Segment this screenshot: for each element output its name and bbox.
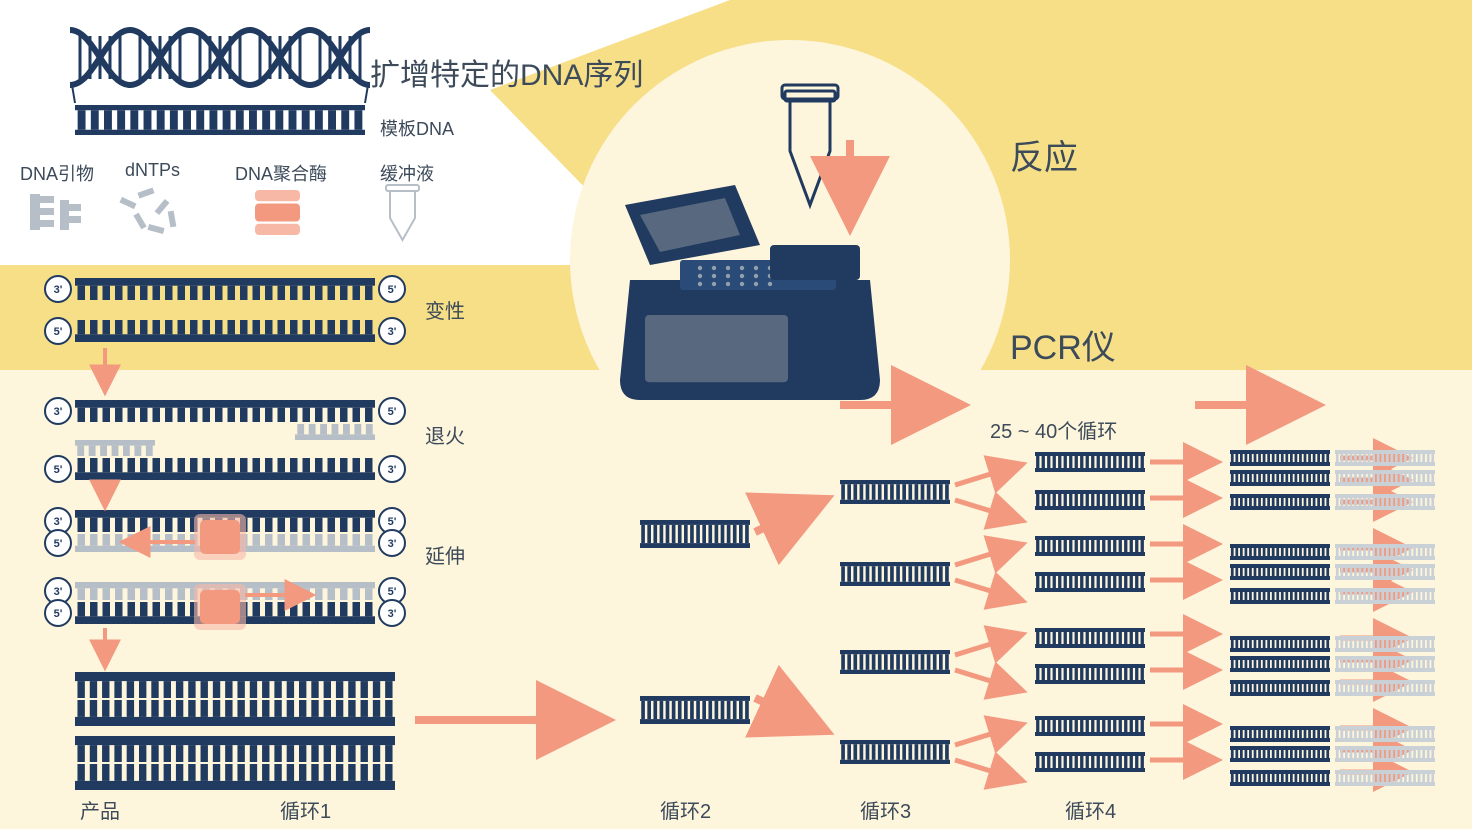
infographic-svg: 3' 5' 5' 3' 3' 5' 5' 3' 3' 5' 5' 3' 3' 5' 5' 3': [0, 0, 1472, 829]
svg-text:5': 5': [54, 608, 63, 620]
label-title: 扩增特定的DNA序列: [370, 50, 643, 94]
label-product: 产品: [80, 795, 120, 824]
svg-text:5': 5': [388, 516, 397, 528]
svg-text:5': 5': [388, 406, 397, 418]
svg-text:3': 3': [388, 538, 397, 550]
svg-text:5': 5': [54, 326, 63, 338]
label-cycle1: 循环1: [280, 795, 331, 824]
label-polymerase: DNA聚合酶: [235, 160, 327, 186]
svg-text:3': 3': [54, 516, 63, 528]
polymerase-reagent-icon: [255, 190, 300, 235]
label-cycle2: 循环2: [660, 795, 711, 824]
svg-text:3': 3': [388, 464, 397, 476]
svg-text:3': 3': [388, 608, 397, 620]
label-buffer: 缓冲液: [380, 160, 434, 186]
label-reaction: 反应: [1010, 130, 1078, 179]
label-denature: 变性: [425, 295, 465, 324]
svg-text:5': 5': [388, 284, 397, 296]
label-cycles_range: 25 ~ 40个循环: [990, 415, 1117, 444]
polymerase-icon: [194, 514, 246, 560]
label-anneal: 退火: [425, 420, 465, 449]
svg-text:3': 3': [54, 406, 63, 418]
polymerase-icon: [194, 584, 246, 630]
label-extend: 延伸: [425, 540, 465, 569]
label-primer: DNA引物: [20, 160, 94, 186]
label-cycle4: 循环4: [1065, 795, 1116, 824]
label-template: 模板DNA: [380, 115, 454, 141]
label-cycle3: 循环3: [860, 795, 911, 824]
svg-text:3': 3': [388, 326, 397, 338]
label-dntps: dNTPs: [125, 160, 180, 181]
label-machine: PCR仪: [1010, 320, 1116, 369]
svg-text:5': 5': [388, 586, 397, 598]
svg-text:5': 5': [54, 464, 63, 476]
svg-text:5': 5': [54, 538, 63, 550]
svg-text:3': 3': [54, 284, 63, 296]
svg-text:3': 3': [54, 586, 63, 598]
